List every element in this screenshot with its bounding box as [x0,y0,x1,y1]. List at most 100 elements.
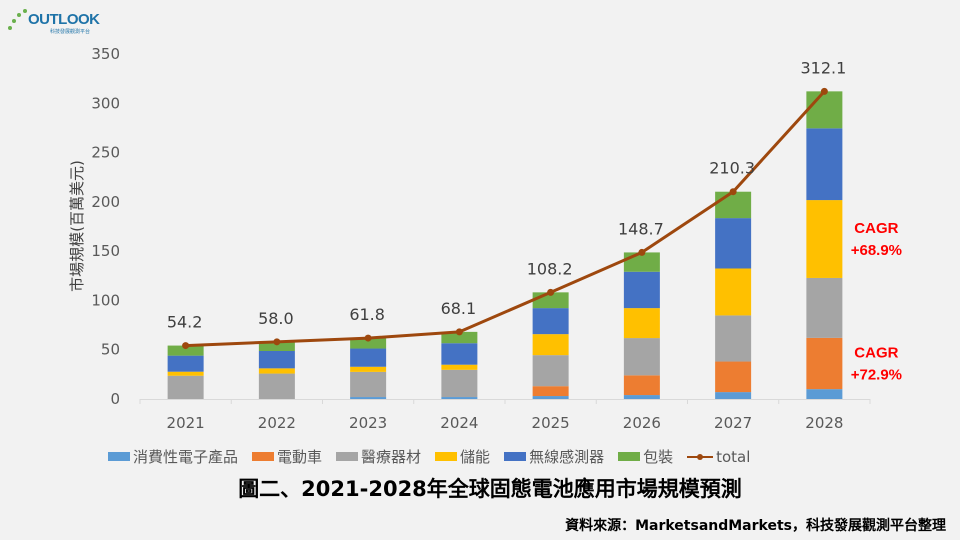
x-tick-label: 2021 [167,414,205,432]
total-line-path [185,90,826,348]
bar-segment [350,397,387,399]
y-axis-label: 市場規模(百萬美元) [68,160,86,292]
legend-swatch [336,452,359,461]
bars [167,91,843,399]
cagr-value: +72.9% [851,367,902,384]
cagr-label: CAGR [854,345,898,362]
outlook-logo: OUTLOOK 科技發展觀測平台 [6,8,100,35]
bar-segment [532,334,569,356]
data-label: 312.1 [800,58,846,77]
cagr-label: CAGR [854,220,898,237]
x-tick-label: 2027 [714,414,752,432]
data-label: 108.2 [527,259,573,278]
cagr-value: +68.9% [851,242,902,259]
legend-label: 包裝 [643,448,674,466]
bar-segment [532,386,569,397]
bar-segment [258,341,295,351]
bar-segment [715,315,752,362]
total-line-point [729,188,737,196]
total-line-point [273,338,281,346]
x-tick-label: 2023 [349,414,387,432]
legend-label: 醫療器材 [361,448,422,466]
bar-segment [623,271,660,309]
x-tick-label: 2024 [440,414,478,432]
x-axis: 2021 2022 2023 2024 2025 2026 2027 2028 [139,399,871,432]
y-tick-label: 50 [101,341,120,359]
legend-label: 無線感測器 [529,448,605,466]
bar-segment [715,268,752,316]
total-line-point [820,87,828,95]
bar-segment [806,200,843,278]
legend-swatch [435,452,458,461]
data-label: 54.2 [167,313,203,332]
bar-segment [258,368,295,374]
data-label: 61.8 [349,305,385,324]
legend-label: total [716,447,751,466]
bar-segment [715,392,752,399]
total-line-point [638,248,646,256]
x-tick-label: 2026 [623,414,661,432]
y-tick-label: 350 [91,45,120,63]
bar-segment [715,191,752,219]
data-label: 68.1 [441,299,477,318]
legend-swatch [252,452,275,461]
bar-segment [623,308,660,339]
bar-segment [623,338,660,376]
bar-segment [532,396,569,399]
bar-segment [167,345,204,356]
bar-segment [258,350,295,369]
bar-segment [441,331,478,344]
x-tick-label: 2025 [532,414,570,432]
bar-segment [167,355,204,372]
legend-item: 無線感測器 [504,446,604,467]
legend-item: 電動車 [252,446,322,467]
legend-label: 電動車 [277,448,323,466]
bar-segment [350,371,387,398]
total-line-point [364,334,372,342]
bar-segment [350,366,387,372]
y-tick-label: 100 [91,291,120,309]
source-note: 資料來源：MarketsandMarkets，科技發展觀測平台整理 [565,518,946,534]
bar-segment [806,128,843,201]
total-line [182,87,828,350]
bar-segment [532,355,569,387]
bar-segment [441,397,478,399]
y-tick-label: 150 [91,242,120,260]
legend-item: total [687,446,750,467]
legend-item: 儲能 [435,446,490,467]
bar-segment [806,389,843,399]
total-line-point [182,342,190,350]
annotations: CAGR +68.9% CAGR +72.9% [851,220,902,383]
bar-segment [715,361,752,393]
data-label: 148.7 [618,219,664,238]
legend-line-marker [687,452,714,462]
legend-swatch [108,452,130,461]
legend-label: 消費性電子產品 [133,448,239,466]
bar-segment [441,364,478,370]
bar-segment [715,218,752,269]
legend-item: 包裝 [618,446,673,467]
x-tick-label: 2022 [258,414,296,432]
y-tick-label: 250 [91,144,120,162]
legend-swatch [618,452,641,461]
x-tick-label: 2028 [805,414,843,432]
bar-segment [532,308,569,335]
legend: 消費性電子產品 電動車 醫療器材 儲能 無線感測器 包裝 total [108,446,750,467]
bar-segment [258,373,295,399]
logo-subtext: 科技發展觀測平台 [50,29,91,35]
y-axis: 0 50 100 150 200 250 300 350 [91,45,120,408]
bar-segment [806,337,843,390]
total-line-point [455,328,463,336]
chart-title: 圖二、2021-2028年全球固態電池應用市場規模預測 [238,477,742,501]
y-tick-label: 300 [91,94,120,112]
total-line-point [547,288,555,296]
bar-segment [441,343,478,365]
bar-segment [806,277,843,338]
bar-segment [623,375,660,396]
bar-segment [350,348,387,367]
bar-segment [623,395,660,399]
y-tick-label: 200 [91,193,120,211]
legend-swatch [504,452,527,461]
data-label: 210.3 [709,159,755,178]
